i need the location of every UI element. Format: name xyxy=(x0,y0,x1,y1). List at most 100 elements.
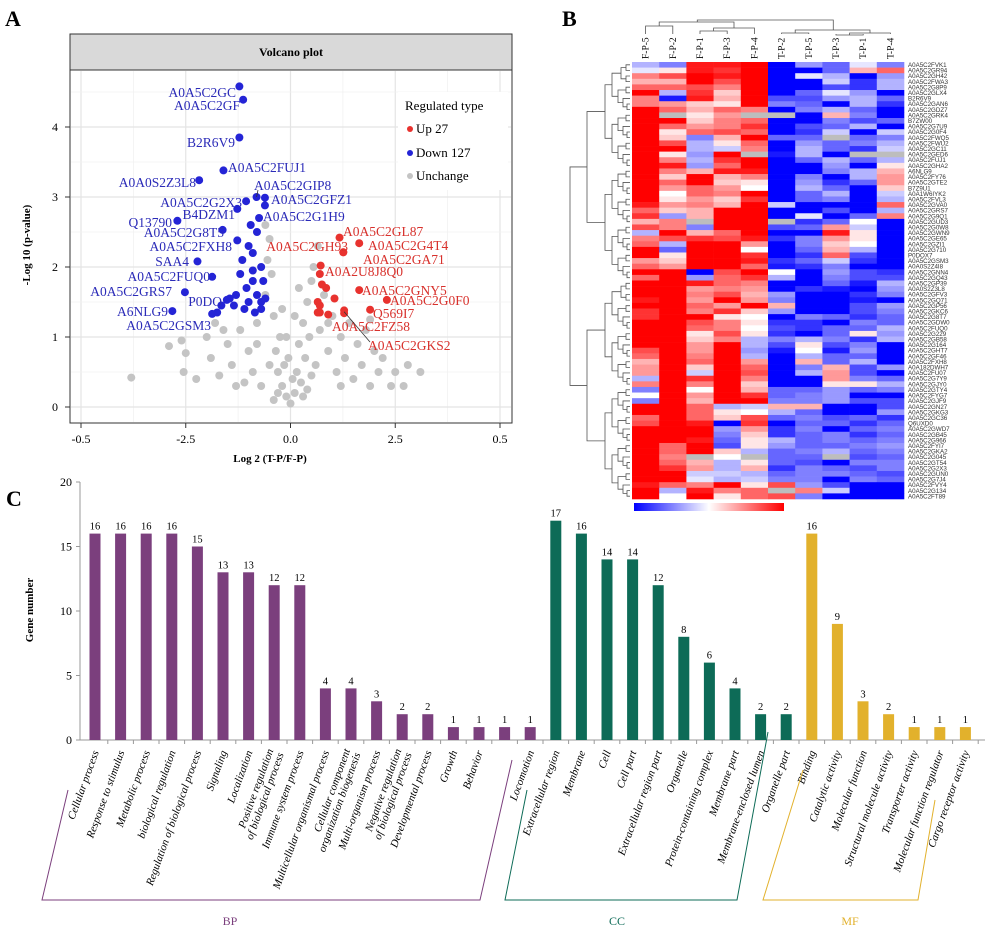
heatmap-cell xyxy=(876,308,905,315)
dendrogram-branch xyxy=(617,117,626,132)
heatmap-cell xyxy=(740,398,769,405)
heatmap-cell xyxy=(822,431,850,438)
dendrogram-branch xyxy=(626,406,630,413)
down-point xyxy=(232,291,241,299)
row-label: A0A5C2GED6 xyxy=(908,152,948,159)
unchanged-point xyxy=(278,382,287,390)
heatmap-cell xyxy=(795,207,823,214)
heatmap-cell xyxy=(876,431,905,438)
heatmap-cell xyxy=(659,118,687,124)
heatmap-cell xyxy=(713,190,742,197)
heatmap-cell xyxy=(686,224,714,231)
heatmap-cell xyxy=(876,146,905,152)
heatmap-cell xyxy=(768,420,796,427)
heatmap-cell xyxy=(768,78,796,85)
row-label: A0A5C2GUD3 xyxy=(908,219,949,226)
column-label: T-P-2 xyxy=(778,37,788,59)
heatmap-cell xyxy=(849,179,878,186)
heatmap-cell xyxy=(795,123,823,130)
heatmap-cell xyxy=(876,403,905,410)
heatmap-cell xyxy=(822,129,850,136)
heatmap-cell xyxy=(822,302,850,309)
dendrogram-branch xyxy=(626,159,630,167)
row-label: A0A5C2G164 xyxy=(908,342,947,349)
bar xyxy=(473,727,485,740)
unchanged-point xyxy=(179,368,188,376)
point-label: SAA4 xyxy=(155,254,189,269)
heatmap-cell xyxy=(795,168,823,175)
heatmap-cell xyxy=(686,62,714,68)
heatmap-cell xyxy=(876,230,905,236)
heatmap-cell xyxy=(822,308,850,315)
heatmap-cell xyxy=(632,218,660,225)
heatmap-cell xyxy=(659,470,687,477)
heatmap-cell xyxy=(713,454,742,461)
heatmap-cell xyxy=(822,314,850,321)
bar-value-label: 15 xyxy=(192,535,203,546)
point-label: A0A5C2GRS7 xyxy=(90,284,172,299)
down-labeled-point xyxy=(208,272,217,281)
down-point xyxy=(255,214,264,222)
heatmap-cell xyxy=(768,448,796,455)
heatmap-cell xyxy=(740,358,769,365)
category-label: Cell part xyxy=(615,748,640,790)
down-labeled-point xyxy=(239,95,248,104)
bar xyxy=(268,585,280,740)
heatmap-cell xyxy=(659,459,687,466)
heatmap-cell xyxy=(713,213,742,220)
up-point xyxy=(315,301,324,310)
heatmap-cell xyxy=(768,129,796,136)
heatmap-cell xyxy=(713,84,742,91)
heatmap-cell xyxy=(713,134,742,141)
heatmap-cell xyxy=(795,106,823,113)
heatmap-cell xyxy=(849,118,878,124)
dendrogram-branch xyxy=(625,305,630,312)
dendrogram-branch xyxy=(622,266,630,276)
dendrogram-branch xyxy=(617,89,626,104)
row-label: A0A5C2FVK1 xyxy=(908,62,947,69)
heatmap-cell xyxy=(822,106,850,113)
heatmap-cell xyxy=(795,202,823,208)
down-point xyxy=(248,249,257,257)
heatmap-cell xyxy=(768,302,796,309)
bar-value-label: 4 xyxy=(323,676,329,687)
heatmap-cell xyxy=(632,95,660,102)
heatmap-cell xyxy=(740,409,769,416)
unchanged-point xyxy=(361,326,370,334)
unchanged-point xyxy=(288,375,297,383)
unchanged-point xyxy=(299,392,308,401)
heatmap-cell xyxy=(876,196,905,203)
heatmap-cell xyxy=(713,252,742,259)
heatmap-cell xyxy=(713,162,742,169)
category-label-line: Behavior xyxy=(461,748,486,791)
heatmap-cell xyxy=(740,431,769,438)
heatmap-cell xyxy=(849,123,878,130)
heatmap-cell xyxy=(686,476,714,483)
heatmap-cell xyxy=(768,140,796,147)
heatmap-cell xyxy=(795,78,823,85)
heatmap-cell xyxy=(822,230,850,236)
bar xyxy=(115,533,127,740)
heatmap-cell xyxy=(849,409,878,416)
heatmap-cell xyxy=(849,381,878,388)
heatmap-cell xyxy=(849,230,878,236)
heatmap-cell xyxy=(849,448,878,455)
unchanged-point xyxy=(307,277,316,285)
heatmap-cell xyxy=(740,487,769,494)
bar-value-label: 9 xyxy=(835,612,840,623)
heatmap-cell xyxy=(659,123,687,130)
point-label: A0A5C2GFZ1 xyxy=(271,192,352,207)
heatmap-cell xyxy=(795,95,823,102)
heatmap-cell xyxy=(713,269,742,276)
heatmap-cell xyxy=(659,252,687,259)
heatmap-cell xyxy=(659,482,687,489)
down-labeled-point xyxy=(180,288,189,297)
heatmap-cell xyxy=(768,454,796,461)
dendrogram-branch xyxy=(569,166,587,386)
heatmap-cell xyxy=(849,157,878,164)
heatmap-cell xyxy=(686,174,714,180)
heatmap-cell xyxy=(795,174,823,180)
bar xyxy=(883,714,895,740)
heatmap-cell xyxy=(849,291,878,298)
